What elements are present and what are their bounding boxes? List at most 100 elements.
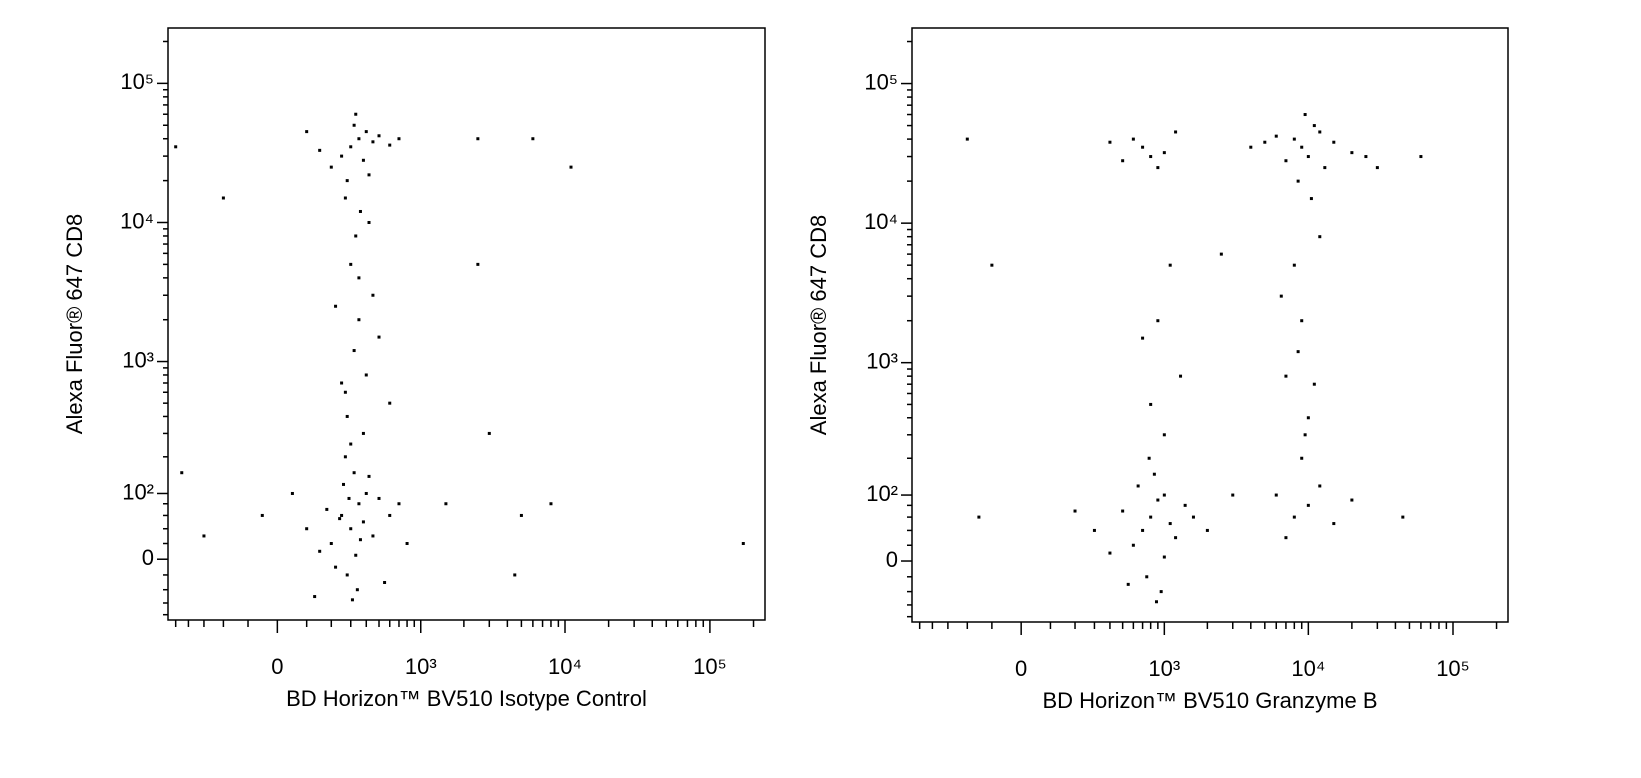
event-dot: [377, 496, 381, 500]
event-dot: [305, 130, 309, 134]
y-axis-label: Alexa Fluor® 647 CD8: [806, 215, 831, 435]
event-dot: [1205, 528, 1209, 532]
event-dot: [1156, 319, 1160, 323]
event-dot: [1419, 155, 1423, 159]
event-dot: [1306, 416, 1310, 420]
event-dot: [1309, 197, 1313, 201]
event-dot: [519, 513, 523, 517]
y-axis-label: Alexa Fluor® 647 CD8: [62, 214, 87, 434]
event-dot: [174, 145, 178, 149]
y-tick-label: 10²: [122, 479, 154, 504]
event-dot: [329, 165, 333, 169]
y-tick-label: 10³: [866, 348, 898, 373]
event-dot: [1092, 528, 1096, 532]
event-dot: [1136, 484, 1140, 488]
event-dot: [1108, 551, 1112, 555]
event-dot: [349, 442, 353, 446]
event-dot: [1162, 151, 1166, 155]
event-dot: [352, 471, 356, 475]
event-dot: [1152, 472, 1156, 476]
event-dot: [1159, 590, 1163, 594]
event-dot: [444, 502, 448, 506]
event-dot: [357, 276, 361, 280]
event-dot: [371, 140, 375, 144]
event-dot: [1131, 543, 1135, 547]
y-tick-label: 10⁴: [864, 209, 898, 234]
event-dot: [405, 542, 409, 546]
event-dot: [1263, 140, 1267, 144]
event-dot: [349, 527, 353, 531]
event-dot: [361, 520, 365, 524]
event-dot: [345, 414, 349, 418]
event-dot: [531, 137, 535, 141]
panel: 0 10³ 10⁴ 10⁵ 0 10² 10³ 10⁴ 10⁵ BD Horizon™ BV510…: [806, 27, 1509, 713]
event-dot: [358, 209, 362, 213]
event-dot: [1318, 484, 1322, 488]
event-dot: [549, 502, 553, 506]
event-dot: [1249, 145, 1253, 149]
plot-frame: [911, 27, 1509, 623]
y-tick-label: 10²: [866, 481, 898, 506]
event-dot: [1147, 456, 1151, 460]
event-dot: [221, 196, 225, 200]
x-tick-label: 0: [1015, 656, 1027, 681]
event-dot: [349, 145, 353, 149]
event-dot: [318, 549, 322, 553]
event-dot: [343, 455, 347, 459]
event-dot: [1318, 235, 1322, 239]
event-dot: [325, 507, 329, 511]
event-dot: [1219, 252, 1223, 256]
event-dot: [1292, 263, 1296, 267]
panel: 0 10³ 10⁴ 10⁵ 0 10² 10³ 10⁴ 10⁵ BD Horizon™ BV510…: [62, 27, 766, 711]
event-dot: [202, 534, 206, 538]
event-dot: [569, 165, 573, 169]
event-dot: [1303, 113, 1307, 117]
event-dot: [1141, 336, 1145, 340]
event-dot: [329, 542, 333, 546]
event-dot: [1108, 140, 1112, 144]
event-dot: [1131, 137, 1135, 141]
event-dot: [347, 496, 351, 500]
event-dot: [487, 431, 491, 435]
event-dot: [1156, 498, 1160, 502]
event-dot: [1306, 503, 1310, 507]
event-dot: [371, 293, 375, 297]
event-dot: [342, 482, 346, 486]
event-dot: [1174, 536, 1178, 540]
event-dot: [1141, 528, 1145, 532]
event-dot: [290, 491, 294, 495]
event-dot: [1332, 522, 1336, 526]
event-dot: [349, 262, 353, 266]
event-dot: [1296, 350, 1300, 354]
event-dot: [1323, 166, 1327, 170]
event-dot: [313, 595, 317, 599]
event-dot: [345, 573, 349, 577]
event-dot: [355, 588, 359, 592]
event-dot: [352, 349, 356, 353]
x-tick-label: 10⁵: [693, 654, 727, 679]
event-dot: [388, 401, 392, 405]
event-dot: [1300, 456, 1304, 460]
event-dot: [358, 538, 362, 542]
y-tick-label: 10⁴: [120, 208, 154, 233]
event-dot: [1149, 402, 1153, 406]
event-dot: [1274, 493, 1278, 497]
event-dot: [1401, 515, 1405, 519]
event-dot: [388, 143, 392, 147]
event-dot: [1154, 600, 1158, 604]
event-dot: [352, 123, 356, 127]
event-dot: [1149, 515, 1153, 519]
event-dot: [340, 154, 344, 158]
event-dot: [1145, 575, 1149, 579]
event-dot: [1162, 555, 1166, 559]
x-tick-label: 10⁴: [548, 654, 582, 679]
event-dot: [354, 553, 358, 557]
event-dot: [354, 112, 358, 116]
event-dot: [1179, 374, 1183, 378]
event-dot: [180, 471, 184, 475]
y-tick-label: 10⁵: [120, 69, 154, 94]
event-dot: [383, 580, 387, 584]
event-dot: [1284, 374, 1288, 378]
event-dot: [1350, 151, 1354, 155]
event-dot: [1156, 166, 1160, 170]
